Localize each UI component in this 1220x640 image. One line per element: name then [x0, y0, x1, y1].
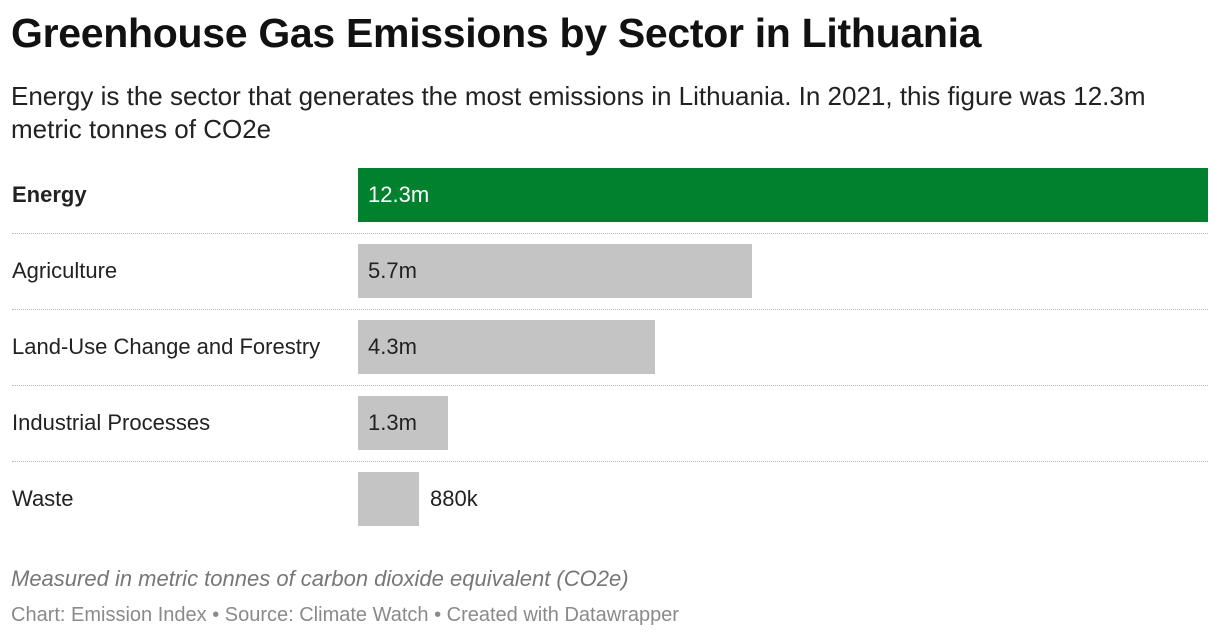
category-label-waste: Waste [12, 486, 74, 511]
row-separator [12, 385, 1208, 386]
category-label-land-use-change-and-forestry: Land-Use Change and Forestry [12, 334, 321, 359]
value-label-waste: 880k [430, 486, 478, 511]
chart-footer: Chart: Emission Index • Source: Climate … [11, 604, 679, 626]
category-label-agriculture: Agriculture [12, 258, 118, 283]
value-label-agriculture: 5.7m [368, 258, 417, 283]
bar-agriculture [358, 244, 752, 298]
chart-subtitle: Energy is the sector that generates the … [11, 81, 1146, 144]
value-label-land-use-change-and-forestry: 4.3m [368, 334, 417, 359]
category-label-energy: Energy [12, 182, 87, 207]
chart-note: Measured in metric tonnes of carbon diox… [11, 566, 629, 591]
value-label-industrial-processes: 1.3m [368, 410, 417, 435]
bar-waste [358, 472, 419, 526]
category-label-industrial-processes: Industrial Processes [12, 410, 211, 435]
bar-land-use-change-and-forestry [358, 320, 655, 374]
chart-title: Greenhouse Gas Emissions by Sector in Li… [11, 10, 982, 56]
row-separator [12, 461, 1208, 462]
row-separator [12, 233, 1208, 234]
bar-industrial-processes [358, 396, 448, 450]
bar-energy [358, 168, 1208, 222]
value-label-energy: 12.3m [368, 182, 430, 207]
row-separator [12, 309, 1208, 310]
